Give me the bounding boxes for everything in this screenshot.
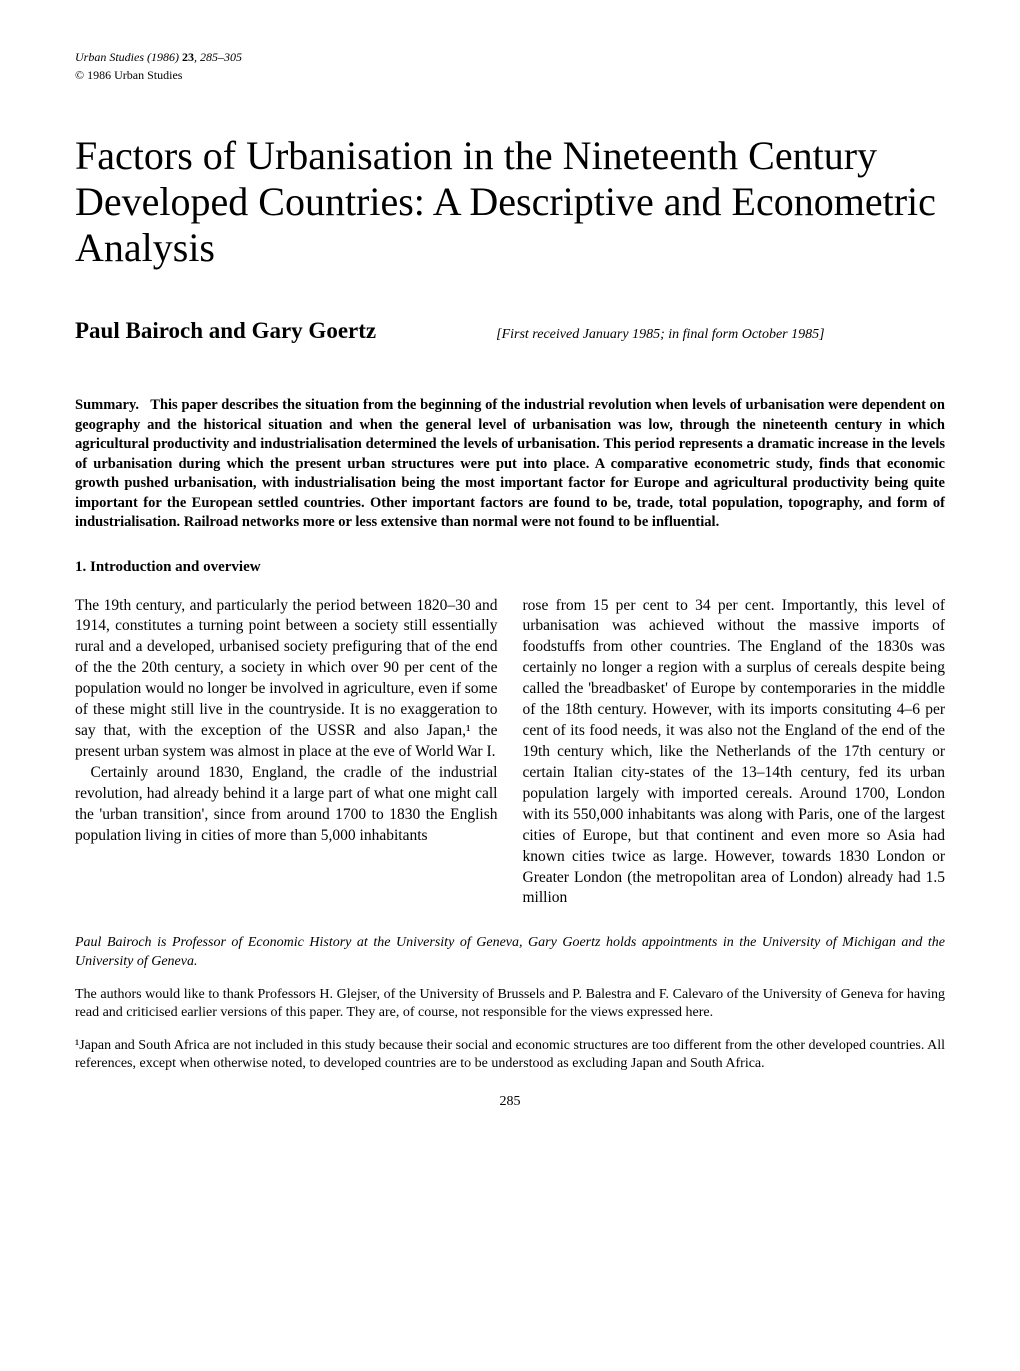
- left-column: The 19th century, and particularly the p…: [75, 596, 498, 910]
- received-dates: [First received January 1985; in final f…: [496, 326, 824, 344]
- summary-label: Summary.: [75, 397, 139, 413]
- section-heading: 1. Introduction and overview: [75, 558, 945, 578]
- authors-row: Paul Bairoch and Gary Goertz [First rece…: [75, 316, 945, 346]
- footnote: ¹Japan and South Africa are not included…: [75, 1037, 945, 1073]
- journal-name: Urban Studies: [75, 50, 144, 64]
- summary-text: This paper describes the situation from …: [75, 397, 945, 530]
- summary-block: Summary. This paper describes the situat…: [75, 396, 945, 533]
- paragraph: Certainly around 1830, England, the crad…: [75, 763, 498, 847]
- author-affiliation: Paul Bairoch is Professor of Economic Hi…: [75, 934, 945, 970]
- article-title: Factors of Urbanisation in the Nineteent…: [75, 133, 945, 271]
- authors: Paul Bairoch and Gary Goertz: [75, 316, 376, 346]
- journal-details: (1986) 23, 285–305: [147, 50, 242, 64]
- page-number: 285: [75, 1093, 945, 1111]
- acknowledgement: The authors would like to thank Professo…: [75, 986, 945, 1022]
- journal-header: Urban Studies (1986) 23, 285–305: [75, 50, 945, 66]
- copyright-line: © 1986 Urban Studies: [75, 68, 945, 84]
- right-column: rose from 15 per cent to 34 per cent. Im…: [523, 596, 946, 910]
- paragraph: rose from 15 per cent to 34 per cent. Im…: [523, 596, 946, 910]
- paragraph: The 19th century, and particularly the p…: [75, 596, 498, 763]
- body-columns: The 19th century, and particularly the p…: [75, 596, 945, 910]
